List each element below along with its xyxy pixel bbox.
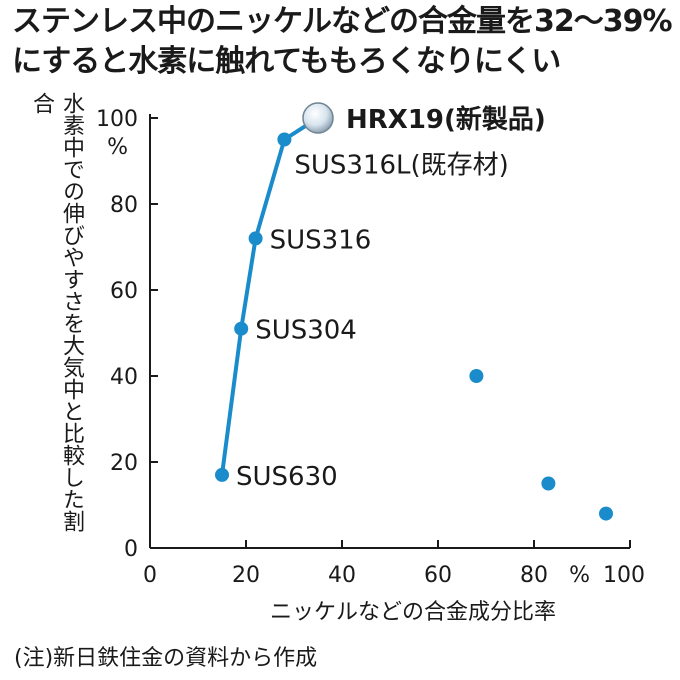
- y-tick-label: 0: [124, 537, 138, 562]
- data-label: SUS316: [270, 225, 372, 255]
- y-tick-label: 100: [96, 107, 138, 132]
- data-point: [234, 321, 249, 336]
- x-tick-label: 40: [328, 563, 356, 588]
- data-label: SUS304: [255, 316, 357, 346]
- y-tick-label: 40: [110, 365, 138, 390]
- data-point: [599, 506, 613, 521]
- y-axis-label: 水素中での伸びやすさを大気中と比較した割合: [29, 92, 84, 532]
- x-unit-label: %: [569, 563, 590, 588]
- x-tick-label: 80: [520, 563, 548, 588]
- data-label: SUS316L(既存材): [294, 151, 508, 181]
- x-tick-label: 0: [143, 563, 157, 588]
- x-axis-label: ニッケルなどの合金成分比率: [270, 600, 557, 625]
- x-tick-label: 100: [603, 563, 645, 588]
- chart-title-line-1: ステンレス中のニッケルなどの合金量を32～39%: [12, 4, 673, 39]
- data-point: [541, 476, 556, 491]
- data-point-highlight: [302, 102, 334, 134]
- y-tick-label: 20: [110, 451, 138, 476]
- data-point: [277, 132, 292, 147]
- footnote: (注)新日鉄住金の資料から作成: [14, 646, 318, 671]
- data-label: HRX19(新製品): [346, 104, 546, 135]
- data-point: [248, 231, 263, 246]
- data-point: [469, 369, 484, 383]
- data-label: SUS630: [236, 462, 338, 492]
- y-unit-label: %: [107, 135, 128, 160]
- data-point: [215, 467, 229, 482]
- chart-title: ステンレス中のニッケルなどの合金量を32～39% にすると水素に触れてももろくな…: [12, 2, 673, 82]
- y-tick-label: 60: [110, 279, 138, 304]
- y-tick-label: 80: [110, 193, 138, 218]
- chart-title-line-2: にすると水素に触れてももろくなりにくい: [12, 44, 561, 79]
- x-tick-label: 60: [424, 563, 452, 588]
- x-tick-label: 20: [232, 563, 260, 588]
